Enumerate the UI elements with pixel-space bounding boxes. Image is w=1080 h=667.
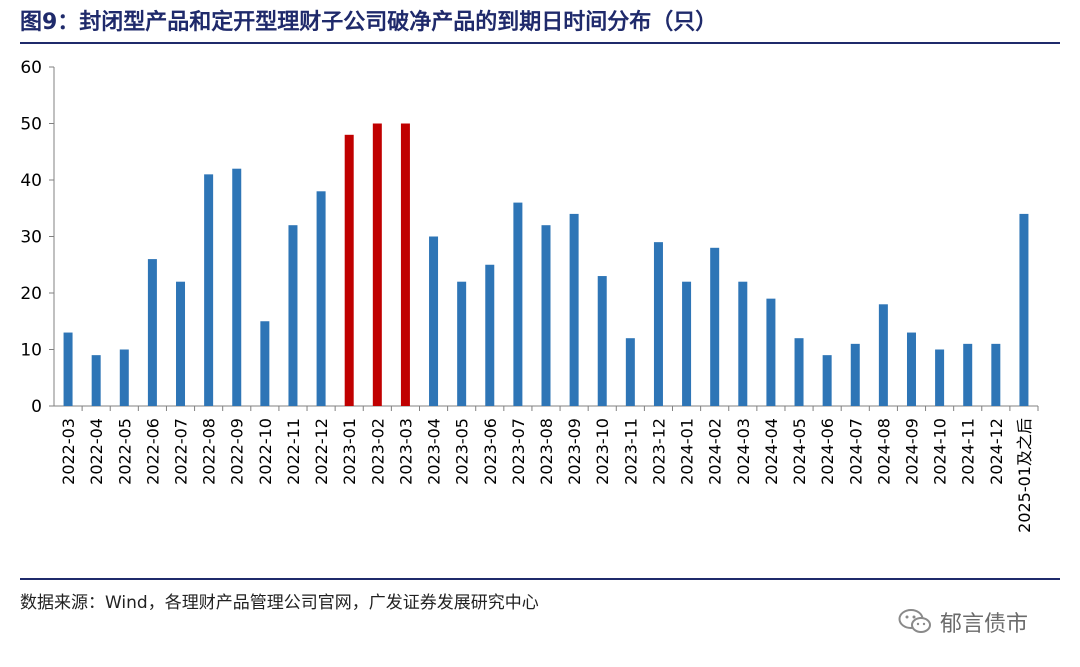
- bar-2024-06: [822, 355, 832, 406]
- bar-2022-03: [63, 332, 73, 406]
- y-tick-label: 0: [31, 397, 42, 417]
- wechat-icon: [898, 609, 931, 633]
- bar-2023-12: [653, 242, 663, 406]
- watermark: 郁言债市: [898, 606, 1028, 638]
- x-tick-label: 2023-03: [396, 418, 415, 485]
- bar-2022-06: [147, 259, 157, 406]
- y-tick-label: 50: [20, 115, 42, 135]
- x-tick-label: 2024-05: [790, 418, 809, 485]
- source-divider: [20, 578, 1060, 580]
- x-tick-label: 2022-10: [256, 418, 275, 485]
- y-tick-label: 60: [20, 58, 42, 78]
- x-tick-label: 2022-08: [200, 418, 219, 485]
- x-tick-label: 2023-07: [509, 418, 528, 485]
- watermark-text: 郁言债市: [940, 612, 1029, 637]
- x-tick-label: 2024-04: [762, 418, 781, 485]
- title-divider: [20, 42, 1060, 44]
- bar-2022-11: [288, 225, 298, 406]
- x-tick-label: 2023-10: [593, 418, 612, 485]
- bar-2023-09: [569, 213, 579, 406]
- bar-2024-03: [738, 281, 748, 406]
- bar-2022-09: [232, 168, 242, 406]
- bar-2024-01: [682, 281, 692, 406]
- x-tick-label: 2023-05: [453, 418, 472, 485]
- x-tick-label: 2024-11: [959, 418, 978, 485]
- x-tick-label: 2024-02: [706, 418, 725, 485]
- x-tick-label: 2022-12: [312, 418, 331, 485]
- bar-2023-07: [513, 202, 523, 406]
- x-tick-label: 2024-12: [987, 418, 1006, 485]
- bar-2023-02: [372, 123, 382, 406]
- bar-2024-02: [710, 247, 720, 406]
- chart-title: 图9：封闭型产品和定开型理财子公司破净产品的到期日时间分布（只）: [20, 10, 718, 35]
- bar-2023-10: [597, 276, 607, 406]
- bar-2024-05: [794, 338, 804, 406]
- x-tick-label: 2022-05: [115, 418, 134, 485]
- bar-2023-04: [429, 236, 439, 406]
- x-tick-label: 2024-09: [902, 418, 921, 485]
- x-tick-label: 2022-09: [228, 418, 247, 485]
- bar-2025-01及之后: [1019, 213, 1029, 406]
- x-tick-label: 2023-09: [565, 418, 584, 485]
- x-tick-label: 2023-11: [621, 418, 640, 485]
- bar-2022-12: [316, 191, 326, 406]
- x-tick-label: 2024-10: [931, 418, 950, 485]
- bar-2024-10: [935, 349, 945, 406]
- bar-2023-01: [344, 134, 354, 407]
- x-tick-label: 2023-12: [649, 418, 668, 485]
- x-tick-label: 2022-11: [284, 418, 303, 485]
- source-note: 数据来源：Wind，各理财产品管理公司官网，广发证券发展研究中心: [20, 593, 539, 613]
- bar-2022-08: [204, 174, 214, 406]
- x-tick-label: 2023-06: [481, 418, 500, 485]
- bar-2022-10: [260, 321, 270, 406]
- x-tick-label: 2022-04: [87, 418, 106, 485]
- bar-series: [63, 123, 1029, 407]
- x-tick-label: 2024-03: [734, 418, 753, 485]
- x-tick-label: 2022-03: [59, 418, 78, 485]
- bar-2023-06: [485, 264, 495, 406]
- x-tick-label: 2025-01及之后: [1015, 418, 1034, 533]
- x-tick-label: 2024-06: [818, 418, 837, 485]
- y-axis: 0 10 20 30 40 50 60: [20, 58, 55, 417]
- bar-2022-05: [119, 349, 129, 406]
- y-tick-label: 30: [20, 228, 42, 248]
- bar-2024-04: [766, 298, 776, 406]
- x-axis: 2022-03 2022-04 2022-05 2022-06 2022-07 2022-…: [54, 405, 1039, 533]
- bar-2023-08: [541, 225, 551, 406]
- bar-2024-08: [878, 304, 888, 406]
- y-tick-label: 10: [20, 341, 42, 361]
- bar-2022-07: [176, 281, 186, 406]
- bar-2024-07: [850, 343, 860, 406]
- x-tick-label: 2024-07: [846, 418, 865, 485]
- bar-2022-04: [91, 355, 101, 406]
- x-tick-label: 2023-04: [425, 418, 444, 485]
- x-tick-label: 2023-01: [340, 418, 359, 485]
- bar-2024-12: [991, 343, 1001, 406]
- x-tick-label: 2022-06: [143, 418, 162, 485]
- bar-2023-03: [400, 123, 410, 406]
- bar-2024-09: [906, 332, 916, 406]
- bar-2023-05: [457, 281, 467, 406]
- bar-2024-11: [963, 343, 973, 406]
- x-tick-label: 2023-02: [368, 418, 387, 485]
- y-tick-label: 40: [20, 171, 42, 191]
- x-tick-label: 2023-08: [537, 418, 556, 485]
- bar-2023-11: [625, 338, 635, 406]
- y-tick-label: 20: [20, 284, 42, 304]
- x-tick-label: 2024-01: [678, 418, 697, 485]
- x-tick-label: 2022-07: [172, 418, 191, 485]
- x-tick-label: 2024-08: [874, 418, 893, 485]
